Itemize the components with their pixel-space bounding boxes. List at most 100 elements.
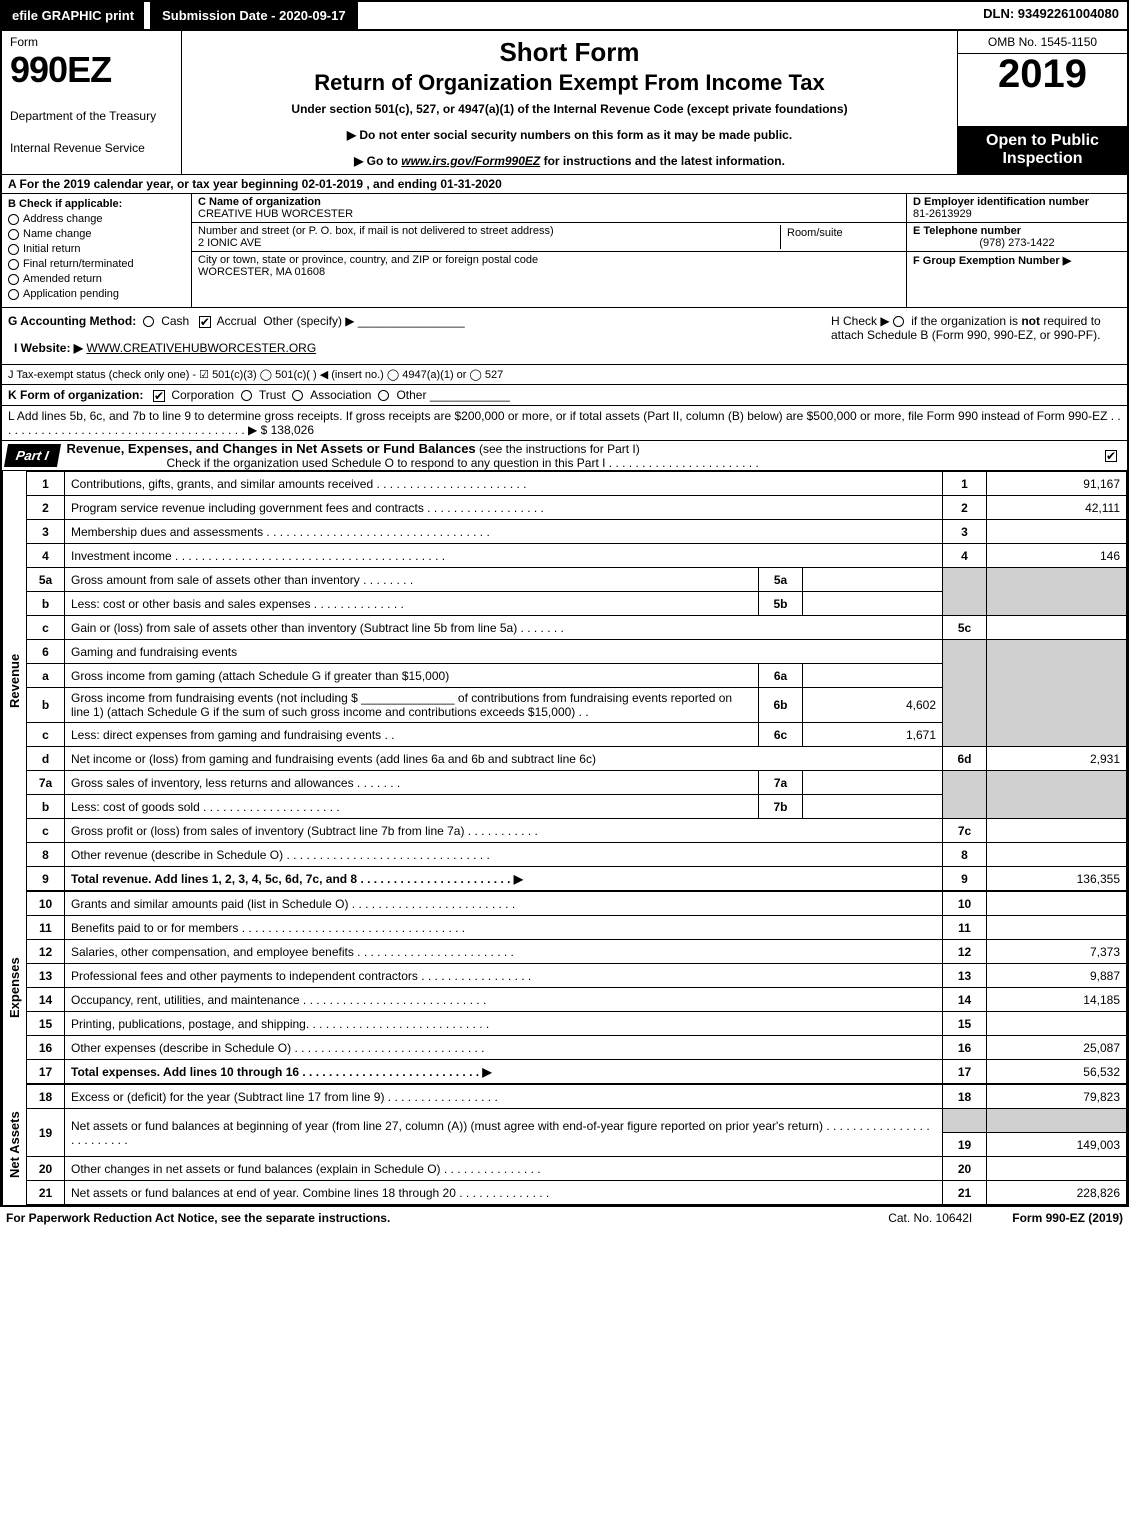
chk-final-return[interactable]: Final return/terminated — [8, 258, 185, 270]
line-19-value: 149,003 — [987, 1133, 1127, 1157]
line-14-desc: Occupancy, rent, utilities, and maintena… — [65, 988, 943, 1012]
line-12-num: 12 — [27, 940, 65, 964]
cash-label: Cash — [161, 314, 189, 328]
line-13-num: 13 — [27, 964, 65, 988]
chk-schedule-o-used[interactable] — [1105, 450, 1117, 462]
line-10-value — [987, 892, 1127, 916]
box-c: C Name of organization CREATIVE HUB WORC… — [192, 194, 907, 307]
chk-corporation[interactable] — [153, 390, 165, 402]
chk-accrual[interactable] — [199, 316, 211, 328]
row-i: I Website: ▶ WWW.CREATIVEHUBWORCESTER.OR… — [8, 338, 821, 358]
chk-other-org[interactable] — [378, 390, 389, 401]
omb-number: OMB No. 1545-1150 — [958, 31, 1127, 54]
line-5a-num: 5a — [27, 568, 65, 592]
goto-post: for instructions and the latest informat… — [540, 154, 785, 168]
line-12-colnum: 12 — [943, 940, 987, 964]
line-6a-subnum: 6a — [759, 664, 803, 688]
line-6b-subval: 4,602 — [803, 688, 943, 723]
line-6a-subval — [803, 664, 943, 688]
irs-link[interactable]: www.irs.gov/Form990EZ — [401, 154, 540, 168]
line-15-colnum: 15 — [943, 1012, 987, 1036]
box-row-bcdef: B Check if applicable: Address change Na… — [2, 194, 1127, 308]
header-center: Short Form Return of Organization Exempt… — [182, 31, 957, 174]
revenue-vertical-label: Revenue — [2, 471, 26, 891]
shade-7ab — [943, 771, 987, 819]
line-17-desc: Total expenses. Add lines 10 through 16 … — [65, 1060, 943, 1084]
line-1-desc: Contributions, gifts, grants, and simila… — [65, 472, 943, 496]
chk-initial-return[interactable]: Initial return — [8, 243, 185, 255]
chk-amended-return[interactable]: Amended return — [8, 273, 185, 285]
shade-19 — [943, 1109, 987, 1133]
row-g: G Accounting Method: Cash Accrual Other … — [8, 314, 821, 328]
line-19-num: 19 — [27, 1109, 65, 1157]
line-16-desc: Other expenses (describe in Schedule O) … — [65, 1036, 943, 1060]
line-18-value: 79,823 — [987, 1085, 1127, 1109]
line-15-value — [987, 1012, 1127, 1036]
chk-final-return-label: Final return/terminated — [23, 258, 134, 270]
box-b: B Check if applicable: Address change Na… — [2, 194, 192, 307]
line-5b-subnum: 5b — [759, 592, 803, 616]
line-6c-num: c — [27, 723, 65, 747]
chk-address-change[interactable]: Address change — [8, 213, 185, 225]
line-3-colnum: 3 — [943, 520, 987, 544]
chk-name-change[interactable]: Name change — [8, 228, 185, 240]
line-7a-subval — [803, 771, 943, 795]
goto-pre: ▶ Go to — [354, 154, 401, 168]
assoc-label: Association — [310, 388, 371, 402]
expenses-vertical-label: Expenses — [2, 891, 26, 1084]
line-11-num: 11 — [27, 916, 65, 940]
line-17-value: 56,532 — [987, 1060, 1127, 1084]
chk-application-pending[interactable]: Application pending — [8, 288, 185, 300]
ssn-warning: ▶ Do not enter social security numbers o… — [192, 128, 947, 142]
line-5a-subnum: 5a — [759, 568, 803, 592]
line-4-num: 4 — [27, 544, 65, 568]
line-18-colnum: 18 — [943, 1085, 987, 1109]
line-16-num: 16 — [27, 1036, 65, 1060]
tax-year: 2019 — [958, 54, 1127, 94]
chk-schedule-b-not-required[interactable] — [893, 316, 904, 327]
expenses-table: 10Grants and similar amounts paid (list … — [26, 891, 1127, 1084]
line-7c-num: c — [27, 819, 65, 843]
shade-19-val — [987, 1109, 1127, 1133]
line-6d-desc: Net income or (loss) from gaming and fun… — [65, 747, 943, 771]
line-21-desc: Net assets or fund balances at end of ye… — [65, 1181, 943, 1205]
line-1-colnum: 1 — [943, 472, 987, 496]
line-5b-num: b — [27, 592, 65, 616]
row-h-not: not — [1021, 314, 1040, 328]
header-right: OMB No. 1545-1150 2019 Open to Public In… — [957, 31, 1127, 174]
form-990ez: efile GRAPHIC print Submission Date - 20… — [0, 0, 1129, 1207]
line-16-value: 25,087 — [987, 1036, 1127, 1060]
form-reference: Form 990-EZ (2019) — [1012, 1211, 1123, 1225]
chk-cash[interactable] — [143, 316, 154, 327]
line-2-value: 42,111 — [987, 496, 1127, 520]
efile-print-button[interactable]: efile GRAPHIC print — [2, 2, 144, 29]
row-a-tax-year: A For the 2019 calendar year, or tax yea… — [2, 175, 1127, 194]
line-11-colnum: 11 — [943, 916, 987, 940]
dln: DLN: 93492261004080 — [975, 2, 1127, 29]
chk-association[interactable] — [292, 390, 303, 401]
row-g-label: G Accounting Method: — [8, 314, 136, 328]
row-gh: G Accounting Method: Cash Accrual Other … — [2, 308, 1127, 365]
line-9-num: 9 — [27, 867, 65, 891]
net-assets-vertical-label: Net Assets — [2, 1084, 26, 1205]
part-i-sub: Check if the organization used Schedule … — [67, 456, 759, 470]
line-18-desc: Excess or (deficit) for the year (Subtra… — [65, 1085, 943, 1109]
org-city: WORCESTER, MA 01608 — [198, 266, 325, 278]
line-3-num: 3 — [27, 520, 65, 544]
row-l: L Add lines 5b, 6c, and 7b to line 9 to … — [2, 406, 1127, 441]
telephone: (978) 273-1422 — [913, 237, 1121, 249]
line-11-desc: Benefits paid to or for members . . . . … — [65, 916, 943, 940]
row-h-mid: if the organization is — [911, 314, 1021, 328]
line-5b-desc: Less: cost or other basis and sales expe… — [65, 592, 759, 616]
website-link[interactable]: WWW.CREATIVEHUBWORCESTER.ORG — [86, 341, 316, 355]
chk-initial-return-label: Initial return — [23, 243, 80, 255]
line-7b-num: b — [27, 795, 65, 819]
part-i-title: Revenue, Expenses, and Changes in Net As… — [67, 441, 476, 456]
line-4-desc: Investment income . . . . . . . . . . . … — [65, 544, 943, 568]
chk-trust[interactable] — [241, 390, 252, 401]
line-21-value: 228,826 — [987, 1181, 1127, 1205]
line-20-colnum: 20 — [943, 1157, 987, 1181]
part-i-header: Part I Revenue, Expenses, and Changes in… — [2, 441, 1127, 471]
pra-notice: For Paperwork Reduction Act Notice, see … — [6, 1211, 390, 1225]
line-13-colnum: 13 — [943, 964, 987, 988]
